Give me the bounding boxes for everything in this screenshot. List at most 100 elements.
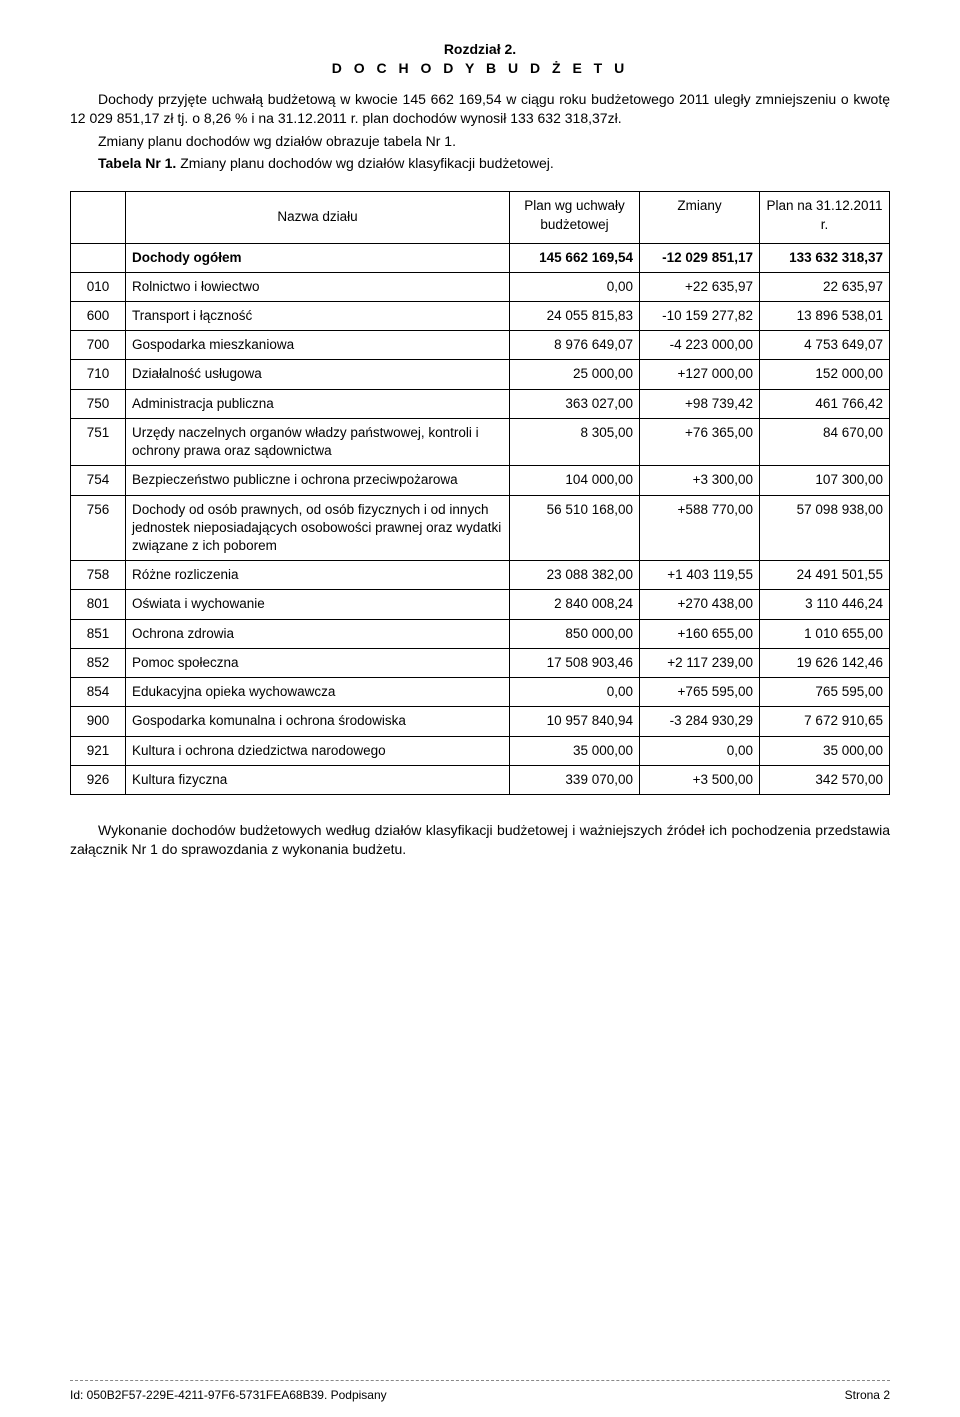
table-row: 801Oświata i wychowanie2 840 008,24+270 … — [71, 590, 890, 619]
cell-name: Kultura fizyczna — [126, 765, 510, 794]
table-row: 710Działalność usługowa25 000,00+127 000… — [71, 360, 890, 389]
cell-code: 921 — [71, 736, 126, 765]
table-row: 750Administracja publiczna363 027,00+98 … — [71, 389, 890, 418]
budget-table: Nazwa działu Plan wg uchwały budżetowej … — [70, 191, 890, 795]
cell-code: 751 — [71, 418, 126, 465]
header-zmiany: Zmiany — [640, 192, 760, 243]
cell-name: Administracja publiczna — [126, 389, 510, 418]
cell-plan-wg: 850 000,00 — [510, 619, 640, 648]
cell-plan-na: 133 632 318,37 — [760, 243, 890, 272]
cell-plan-na: 24 491 501,55 — [760, 561, 890, 590]
cell-zmiany: +765 595,00 — [640, 678, 760, 707]
cell-code: 750 — [71, 389, 126, 418]
cell-name: Ochrona zdrowia — [126, 619, 510, 648]
cell-plan-wg: 23 088 382,00 — [510, 561, 640, 590]
footer-page-number: Strona 2 — [845, 1387, 890, 1403]
cell-plan-na: 19 626 142,46 — [760, 648, 890, 677]
table-row-total: Dochody ogółem145 662 169,54-12 029 851,… — [71, 243, 890, 272]
cell-zmiany: -4 223 000,00 — [640, 331, 760, 360]
header-empty — [71, 192, 126, 243]
table-row: 900Gospodarka komunalna i ochrona środow… — [71, 707, 890, 736]
table-caption-text: Zmiany planu dochodów wg działów klasyfi… — [176, 155, 553, 171]
cell-code: 710 — [71, 360, 126, 389]
table-header: Nazwa działu Plan wg uchwały budżetowej … — [71, 192, 890, 243]
cell-plan-wg: 8 976 649,07 — [510, 331, 640, 360]
cell-code: 756 — [71, 495, 126, 561]
cell-name: Dochody od osób prawnych, od osób fizycz… — [126, 495, 510, 561]
cell-code: 600 — [71, 302, 126, 331]
cell-name: Gospodarka mieszkaniowa — [126, 331, 510, 360]
cell-plan-na: 152 000,00 — [760, 360, 890, 389]
table-row: 921Kultura i ochrona dziedzictwa narodow… — [71, 736, 890, 765]
cell-zmiany: -12 029 851,17 — [640, 243, 760, 272]
cell-plan-na: 57 098 938,00 — [760, 495, 890, 561]
cell-zmiany: +3 300,00 — [640, 466, 760, 495]
table-row: 854Edukacyjna opieka wychowawcza0,00+765… — [71, 678, 890, 707]
table-row: 700Gospodarka mieszkaniowa8 976 649,07-4… — [71, 331, 890, 360]
cell-zmiany: +1 403 119,55 — [640, 561, 760, 590]
intro-paragraph-1: Dochody przyjęte uchwałą budżetową w kwo… — [70, 90, 890, 128]
cell-name: Pomoc społeczna — [126, 648, 510, 677]
table-row: 756Dochody od osób prawnych, od osób fiz… — [71, 495, 890, 561]
cell-plan-na: 342 570,00 — [760, 765, 890, 794]
cell-zmiany: -10 159 277,82 — [640, 302, 760, 331]
cell-name: Edukacyjna opieka wychowawcza — [126, 678, 510, 707]
cell-code — [71, 243, 126, 272]
table-row: 010Rolnictwo i łowiectwo0,00+22 635,9722… — [71, 272, 890, 301]
table-row: 751Urzędy naczelnych organów władzy pańs… — [71, 418, 890, 465]
cell-plan-na: 765 595,00 — [760, 678, 890, 707]
cell-plan-na: 107 300,00 — [760, 466, 890, 495]
table-body: Dochody ogółem145 662 169,54-12 029 851,… — [71, 243, 890, 794]
cell-code: 851 — [71, 619, 126, 648]
cell-code: 700 — [71, 331, 126, 360]
cell-zmiany: +3 500,00 — [640, 765, 760, 794]
cell-code: 801 — [71, 590, 126, 619]
cell-plan-na: 3 110 446,24 — [760, 590, 890, 619]
intro-paragraph-2: Zmiany planu dochodów wg działów obrazuj… — [70, 132, 890, 151]
cell-zmiany: -3 284 930,29 — [640, 707, 760, 736]
cell-name: Transport i łączność — [126, 302, 510, 331]
cell-code: 852 — [71, 648, 126, 677]
cell-code: 010 — [71, 272, 126, 301]
table-row: 600Transport i łączność24 055 815,83-10 … — [71, 302, 890, 331]
table-row: 926Kultura fizyczna339 070,00+3 500,0034… — [71, 765, 890, 794]
cell-plan-na: 13 896 538,01 — [760, 302, 890, 331]
cell-plan-wg: 25 000,00 — [510, 360, 640, 389]
cell-code: 926 — [71, 765, 126, 794]
cell-name: Rolnictwo i łowiectwo — [126, 272, 510, 301]
cell-code: 758 — [71, 561, 126, 590]
cell-code: 754 — [71, 466, 126, 495]
cell-plan-wg: 145 662 169,54 — [510, 243, 640, 272]
closing-paragraph: Wykonanie dochodów budżetowych według dz… — [70, 821, 890, 859]
cell-plan-wg: 0,00 — [510, 678, 640, 707]
cell-name: Urzędy naczelnych organów władzy państwo… — [126, 418, 510, 465]
cell-plan-wg: 24 055 815,83 — [510, 302, 640, 331]
page-title: D O C H O D Y B U D Ż E T U — [70, 59, 890, 78]
table-row: 754Bezpieczeństwo publiczne i ochrona pr… — [71, 466, 890, 495]
header-name: Nazwa działu — [126, 192, 510, 243]
cell-name: Kultura i ochrona dziedzictwa narodowego — [126, 736, 510, 765]
cell-plan-na: 22 635,97 — [760, 272, 890, 301]
cell-zmiany: 0,00 — [640, 736, 760, 765]
cell-name: Gospodarka komunalna i ochrona środowisk… — [126, 707, 510, 736]
cell-name: Oświata i wychowanie — [126, 590, 510, 619]
cell-plan-wg: 339 070,00 — [510, 765, 640, 794]
footer-divider — [70, 1380, 890, 1381]
cell-zmiany: +588 770,00 — [640, 495, 760, 561]
cell-zmiany: +127 000,00 — [640, 360, 760, 389]
cell-plan-na: 461 766,42 — [760, 389, 890, 418]
cell-plan-wg: 8 305,00 — [510, 418, 640, 465]
table-caption-number: Tabela Nr 1. — [98, 155, 176, 171]
cell-zmiany: +76 365,00 — [640, 418, 760, 465]
cell-plan-wg: 17 508 903,46 — [510, 648, 640, 677]
cell-plan-na: 1 010 655,00 — [760, 619, 890, 648]
cell-zmiany: +270 438,00 — [640, 590, 760, 619]
cell-zmiany: +98 739,42 — [640, 389, 760, 418]
document-page: Rozdział 2. D O C H O D Y B U D Ż E T U … — [0, 0, 960, 1417]
cell-plan-na: 7 672 910,65 — [760, 707, 890, 736]
cell-plan-wg: 2 840 008,24 — [510, 590, 640, 619]
cell-name: Dochody ogółem — [126, 243, 510, 272]
cell-name: Różne rozliczenia — [126, 561, 510, 590]
cell-zmiany: +22 635,97 — [640, 272, 760, 301]
cell-plan-wg: 363 027,00 — [510, 389, 640, 418]
